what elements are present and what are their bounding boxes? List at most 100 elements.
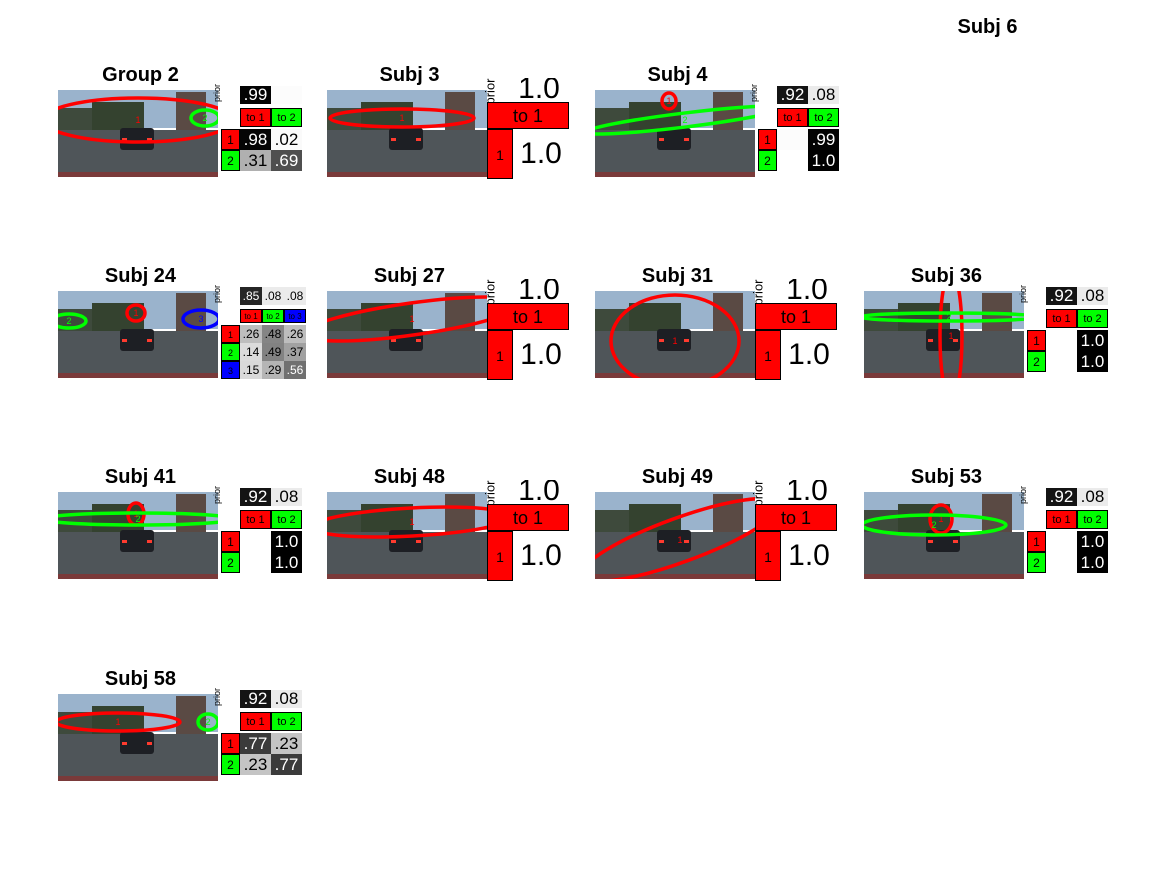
cell-2-2-value: .69	[274, 151, 299, 170]
transition-matrix: prior .92 .08 to 1 to 2 1 .99 2 1.0	[749, 80, 845, 180]
panel-subj4: Subj 4 1 2 prior .92.08 to 1 to 2 1.99 2 1.0	[595, 64, 845, 184]
prior-cell-1-value: .92	[243, 690, 268, 708]
cell-2-1-value: .14	[242, 345, 260, 359]
header-to-2: to 2	[271, 510, 302, 529]
cluster-1-marker: 1	[666, 96, 671, 106]
cell-1-1-value: 1.0	[520, 338, 562, 371]
cell-1-2-value: 1.0	[1080, 331, 1105, 350]
cell-2-2-value: 1.0	[1080, 352, 1105, 371]
tail-light	[147, 742, 152, 745]
cluster-ellipses: 1	[327, 295, 487, 343]
car	[389, 128, 423, 150]
tail-light	[659, 540, 664, 543]
cell-1-2-value: 1.0	[274, 532, 299, 551]
row-label-1: 1	[221, 129, 240, 150]
car	[120, 530, 154, 552]
cell-1-2: 1.0	[271, 531, 302, 552]
cell-1-2-value: 1.0	[1080, 532, 1105, 551]
row-label-2: 2	[221, 754, 240, 775]
tail-light	[684, 540, 689, 543]
header-to-1-value: to 1	[512, 508, 544, 528]
cell-1-1	[1046, 330, 1077, 351]
car	[657, 329, 691, 351]
cell-1-1	[777, 129, 808, 150]
row-label-1: 1	[487, 330, 513, 380]
row-label-1-value: 1	[496, 549, 504, 565]
cell-1-1-value: 1.0	[788, 539, 830, 572]
tail-light	[928, 339, 933, 342]
cell-2-2-value: 1.0	[811, 151, 836, 170]
cell-1-1	[240, 531, 271, 552]
row-label-2-value: 2	[227, 758, 234, 772]
cluster-1-ellipse	[609, 293, 741, 378]
panel-group2: Group 2 1 2 prior .99 to 1 to 2 1.98.02 2.31.69	[58, 64, 308, 184]
row-label-2: 2	[758, 150, 777, 171]
cluster-1-ellipse	[928, 503, 954, 535]
cell-1-1: .98	[240, 129, 271, 150]
row-label-1-value: 1	[764, 348, 772, 364]
header-to-1: to 1	[777, 108, 808, 127]
panel-title: Subj 4	[647, 64, 708, 86]
cell-1-1: 1.0	[781, 534, 837, 578]
cell-1-1-value: 1.0	[788, 338, 830, 371]
cluster-1-ellipse	[328, 107, 476, 129]
cluster-1-marker: 1	[938, 514, 943, 524]
header-to-1: to 1	[1046, 309, 1077, 328]
cluster-1-ellipse	[327, 505, 487, 539]
row-label-1-value: 1	[227, 133, 234, 147]
prior-cell-1: 1.0	[777, 480, 837, 502]
cluster-1-ellipse	[58, 96, 218, 144]
prior-label: prior	[1018, 284, 1029, 304]
prior-cell-1: .92	[240, 488, 271, 506]
row-label-2-value: 2	[1033, 355, 1040, 369]
row-label-1-value: 1	[227, 535, 234, 549]
cell-1-1: 1.0	[781, 333, 837, 377]
prior-label: prior	[212, 687, 223, 707]
prior-cell-1-value: .92	[1049, 488, 1074, 506]
street-scene-image	[58, 492, 218, 579]
row-label-2: 2	[221, 343, 240, 361]
header-to-2: to 2	[271, 712, 302, 731]
cell-2-2-value: .49	[264, 345, 282, 359]
cluster-3-ellipse	[181, 308, 218, 330]
tail-light	[391, 540, 396, 543]
cell-1-2-value: .23	[274, 734, 299, 753]
cell-2-2: .77	[271, 754, 302, 775]
prior-cell-1-value: .92	[243, 488, 268, 506]
cell-2-2-value: 1.0	[274, 553, 299, 572]
cluster-1-ellipse	[125, 303, 147, 323]
panel-title: Subj 31	[641, 265, 714, 287]
header-to-2-value: to 2	[277, 514, 296, 526]
panel-title: Subj 58	[104, 668, 177, 690]
row-label-1: 1	[755, 531, 781, 581]
tail-light	[953, 540, 958, 543]
cluster-ellipses: 1 2 3	[58, 303, 218, 330]
cell-1-2: .23	[271, 733, 302, 754]
cell-2-1: .31	[240, 150, 271, 171]
cell-1-1-value: .98	[243, 130, 268, 149]
cluster-2-ellipse	[58, 511, 218, 527]
header-to-2-value: to 2	[1083, 514, 1102, 526]
curb	[58, 373, 218, 378]
prior-cell-1: 1.0	[509, 78, 569, 100]
prior-cell-1: .92	[777, 86, 808, 104]
prior-label: prior	[482, 279, 498, 306]
cluster-1-marker: 1	[115, 717, 120, 727]
prior-cell-1-value: 1.0	[786, 480, 828, 502]
header-to-1-value: to 1	[780, 508, 812, 528]
panel-title: Group 2	[102, 64, 179, 86]
prior-cell-1-value: 1.0	[518, 279, 560, 301]
car	[120, 329, 154, 351]
cell-2-2: .69	[271, 150, 302, 171]
transition-matrix: prior .92 .08 to 1 to 2 1 1.0 2 1.0	[212, 482, 308, 582]
cluster-2-ellipse	[58, 312, 88, 330]
cell-1-2-value: .02	[274, 130, 299, 149]
subj6-title: Subj 6	[957, 16, 1018, 38]
tail-light	[391, 339, 396, 342]
header-to-1-value: to 1	[512, 307, 544, 327]
cell-1-2: 1.0	[1077, 330, 1108, 351]
row-label-1: 1	[221, 531, 240, 552]
tail-light	[391, 138, 396, 141]
cell-1-3-value: .26	[286, 327, 304, 341]
